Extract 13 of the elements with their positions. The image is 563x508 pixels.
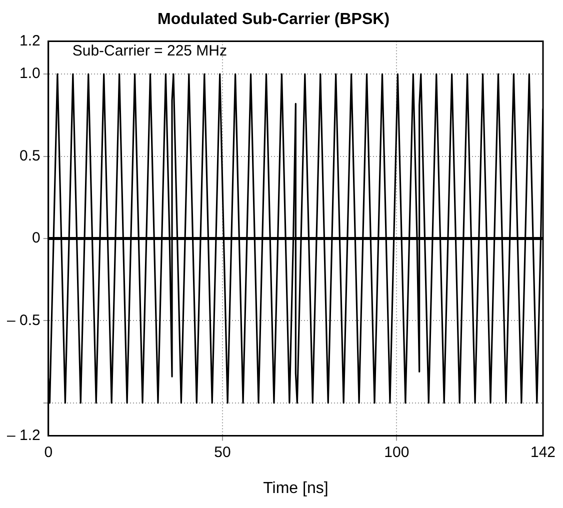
y-tick-label: – 1.2 (6, 426, 40, 444)
y-tick-label: – 0.5 (6, 312, 40, 329)
y-tick-label: 1.2 (20, 32, 40, 50)
x-tick-label: 50 (214, 444, 231, 461)
x-axis-title: Time [ns] (263, 480, 328, 497)
x-tick-label: 142 (530, 444, 556, 461)
annotation: Sub-Carrier = 225 MHz (72, 42, 227, 60)
y-tick-label: 0.5 (20, 147, 40, 164)
chart-title: Modulated Sub-Carrier (BPSK) (157, 11, 390, 28)
x-tick-label: 0 (44, 444, 53, 461)
y-tick-label: 0 (32, 230, 40, 247)
y-tick-label: 1.0 (20, 65, 40, 82)
x-tick-label: 100 (384, 444, 410, 461)
